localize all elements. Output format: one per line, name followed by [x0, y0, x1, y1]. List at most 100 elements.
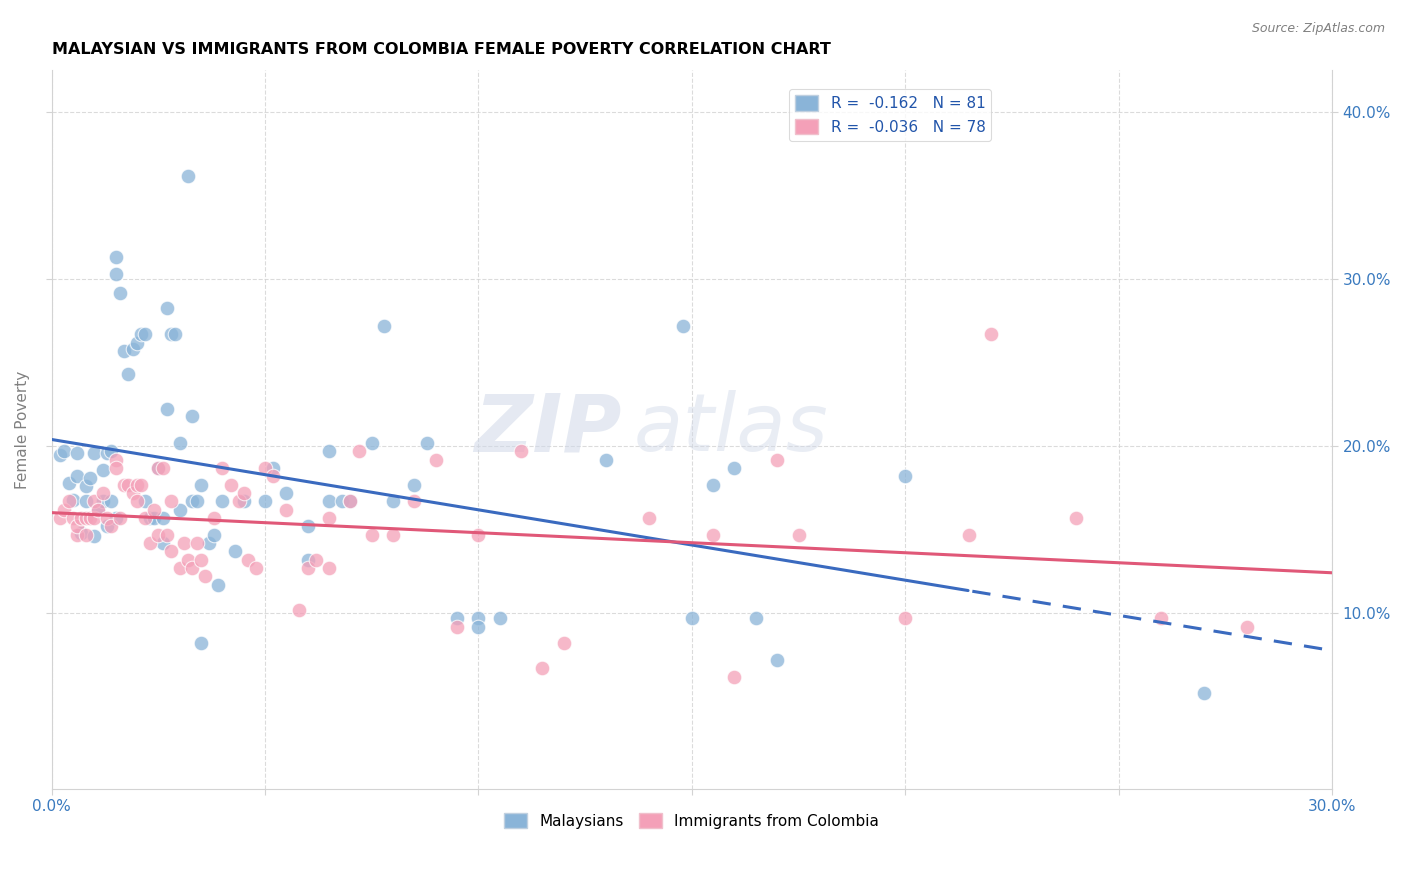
Point [148, 461, 170, 475]
Point [100, 519, 122, 533]
Point [446, 611, 468, 625]
Point [62, 511, 84, 525]
Point [96, 446, 118, 460]
Point [152, 536, 174, 550]
Point [104, 452, 127, 467]
Point [467, 527, 489, 541]
Point [207, 578, 229, 592]
Point [134, 494, 156, 508]
Point [125, 477, 148, 491]
Point [245, 561, 267, 575]
Text: MALAYSIAN VS IMMIGRANTS FROM COLOMBIA FEMALE POVERTY CORRELATION CHART: MALAYSIAN VS IMMIGRANTS FROM COLOMBIA FE… [52, 42, 831, 57]
Point [129, 477, 152, 491]
Point [638, 511, 661, 525]
Point [70, 526, 93, 541]
Point [75, 479, 97, 493]
Point [276, 502, 298, 516]
Point [117, 477, 139, 491]
Point [263, 469, 285, 483]
Point [177, 169, 200, 183]
Point [681, 611, 703, 625]
Point [253, 461, 276, 475]
Point [66, 527, 89, 541]
Point [190, 477, 212, 491]
Point [160, 494, 183, 508]
Point [702, 527, 724, 541]
Point [404, 494, 426, 508]
Point [100, 444, 122, 458]
Point [382, 527, 405, 541]
Point [232, 486, 254, 500]
Point [49, 448, 72, 462]
Point [360, 435, 382, 450]
Point [330, 494, 353, 508]
Point [181, 561, 204, 575]
Point [152, 461, 174, 475]
Point [104, 267, 127, 281]
Point [723, 670, 745, 684]
Point [83, 494, 105, 508]
Point [91, 494, 114, 508]
Point [181, 494, 204, 508]
Point [186, 536, 208, 550]
Point [198, 536, 221, 550]
Point [211, 461, 233, 475]
Point [169, 435, 191, 450]
Point [121, 343, 143, 357]
Point [125, 494, 148, 508]
Point [62, 492, 84, 507]
Point [169, 561, 191, 575]
Point [672, 318, 695, 333]
Point [75, 527, 97, 541]
Point [121, 486, 143, 500]
Point [87, 502, 110, 516]
Point [425, 452, 447, 467]
Point [156, 527, 179, 541]
Point [263, 461, 285, 475]
Point [766, 452, 789, 467]
Point [382, 494, 405, 508]
Point [96, 511, 118, 525]
Point [211, 494, 233, 508]
Point [957, 527, 980, 541]
Point [83, 446, 105, 460]
Point [129, 327, 152, 342]
Point [202, 527, 225, 541]
Point [253, 494, 276, 508]
Point [339, 494, 361, 508]
Point [143, 502, 166, 516]
Point [152, 511, 174, 525]
Point [1150, 611, 1173, 625]
Point [49, 511, 72, 525]
Point [148, 461, 170, 475]
Point [148, 527, 170, 541]
Point [360, 527, 382, 541]
Point [1236, 619, 1258, 633]
Point [190, 553, 212, 567]
Point [288, 603, 311, 617]
Point [104, 251, 127, 265]
Point [138, 511, 160, 525]
Point [232, 494, 254, 508]
Point [104, 511, 127, 525]
Point [160, 327, 183, 342]
Point [766, 653, 789, 667]
Point [553, 636, 575, 650]
Point [373, 318, 395, 333]
Point [1192, 686, 1215, 700]
Point [297, 553, 319, 567]
Point [134, 511, 156, 525]
Point [305, 553, 328, 567]
Point [894, 611, 917, 625]
Point [87, 504, 110, 518]
Point [138, 536, 160, 550]
Point [980, 327, 1002, 342]
Point [53, 444, 76, 458]
Point [75, 511, 97, 525]
Text: ZIP: ZIP [474, 391, 621, 468]
Point [595, 452, 617, 467]
Point [1064, 511, 1087, 525]
Point [318, 511, 340, 525]
Point [58, 494, 80, 508]
Point [745, 611, 768, 625]
